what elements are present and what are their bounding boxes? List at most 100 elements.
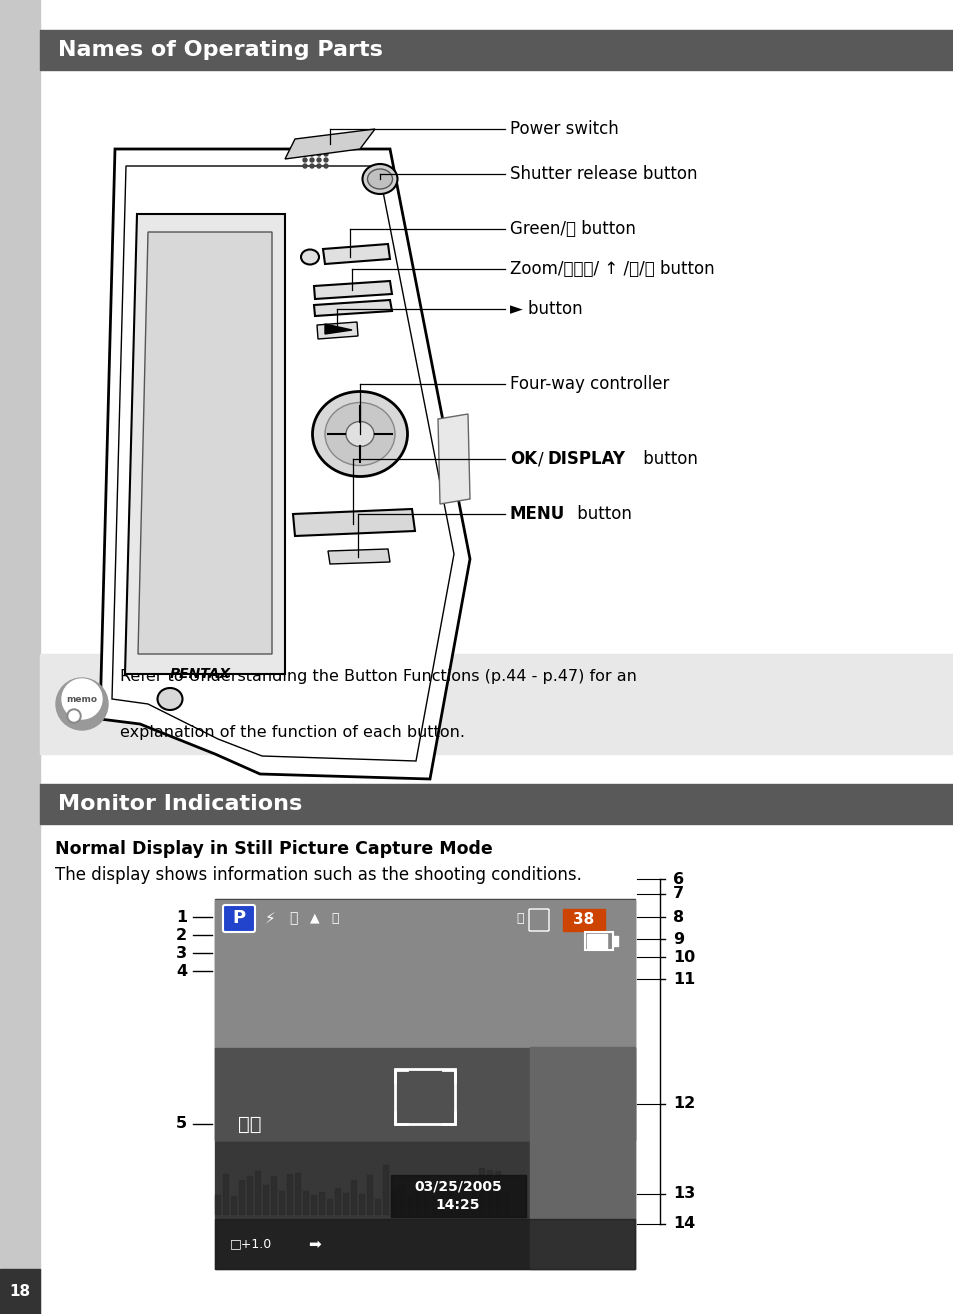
Bar — [530, 1047, 635, 1269]
Text: Monitor Indications: Monitor Indications — [58, 794, 302, 813]
Text: 🔍: 🔍 — [516, 912, 523, 925]
Polygon shape — [314, 281, 392, 300]
Bar — [495, 1171, 499, 1214]
Bar — [40, 784, 953, 824]
Polygon shape — [314, 300, 392, 315]
Bar — [486, 1169, 492, 1214]
Text: OK: OK — [510, 449, 537, 468]
Bar — [358, 1194, 364, 1214]
Text: 5: 5 — [175, 1117, 187, 1131]
Circle shape — [316, 164, 320, 168]
Text: Four-way controller: Four-way controller — [510, 374, 669, 393]
Bar — [271, 1176, 275, 1214]
Ellipse shape — [346, 422, 374, 447]
Bar — [223, 1173, 228, 1214]
Circle shape — [310, 152, 314, 156]
Bar — [214, 1194, 220, 1214]
Bar — [447, 1180, 452, 1214]
Text: MENU: MENU — [510, 505, 565, 523]
Text: 38: 38 — [573, 912, 594, 928]
Text: Green/Ⓐ button: Green/Ⓐ button — [510, 219, 636, 238]
Text: button: button — [638, 449, 698, 468]
Text: explanation of the function of each button.: explanation of the function of each butt… — [120, 724, 464, 740]
Text: Refer to Understanding the Button Functions (p.44 - p.47) for an: Refer to Understanding the Button Functi… — [120, 669, 637, 683]
Bar — [415, 1190, 419, 1214]
Circle shape — [303, 158, 307, 162]
Circle shape — [324, 164, 328, 168]
Text: Normal Display in Still Picture Capture Mode: Normal Display in Still Picture Capture … — [55, 840, 493, 858]
Circle shape — [62, 679, 102, 719]
Bar — [391, 1175, 525, 1217]
Polygon shape — [437, 414, 470, 505]
Bar — [40, 30, 953, 70]
Polygon shape — [125, 214, 285, 674]
Bar — [294, 1173, 299, 1214]
Ellipse shape — [313, 392, 407, 477]
Bar — [303, 1190, 308, 1214]
Text: 6: 6 — [672, 871, 683, 887]
Bar — [0, 1269, 40, 1314]
Text: 11: 11 — [672, 971, 695, 987]
Bar — [367, 1175, 372, 1214]
Text: 1: 1 — [175, 909, 187, 925]
Bar — [0, 0, 40, 1314]
Text: Zoom/ⒶⒶⒶ/ ↑ /Ⓐ/Ⓐ button: Zoom/ⒶⒶⒶ/ ↑ /Ⓐ/Ⓐ button — [510, 260, 714, 279]
Text: 10: 10 — [672, 950, 695, 964]
Ellipse shape — [157, 689, 182, 710]
Polygon shape — [325, 325, 352, 334]
Bar — [398, 1185, 403, 1214]
Text: Power switch: Power switch — [510, 120, 618, 138]
Bar — [422, 1176, 428, 1214]
Text: PENTAX: PENTAX — [170, 668, 231, 681]
Bar — [214, 899, 635, 1269]
Bar — [455, 1198, 459, 1214]
Bar — [254, 1171, 260, 1214]
Text: 8: 8 — [672, 909, 683, 925]
Polygon shape — [316, 322, 357, 339]
Text: ➡: ➡ — [309, 1236, 321, 1251]
Ellipse shape — [362, 164, 397, 194]
Polygon shape — [138, 233, 272, 654]
Text: button: button — [572, 505, 631, 523]
Text: 2: 2 — [175, 928, 187, 942]
Bar — [471, 1183, 476, 1214]
Text: 03/25/2005: 03/25/2005 — [414, 1180, 501, 1194]
Circle shape — [67, 710, 81, 723]
Bar — [343, 1193, 348, 1214]
Bar — [40, 654, 953, 754]
Ellipse shape — [367, 170, 392, 189]
Bar — [335, 1188, 339, 1214]
Circle shape — [56, 678, 108, 731]
Ellipse shape — [325, 402, 395, 465]
Bar — [478, 1168, 483, 1214]
Circle shape — [316, 152, 320, 156]
Text: The display shows information such as the shooting conditions.: The display shows information such as th… — [55, 866, 581, 884]
Bar — [214, 1049, 635, 1141]
Text: 7: 7 — [672, 887, 683, 901]
Bar — [431, 1196, 436, 1214]
Polygon shape — [100, 148, 470, 779]
Bar — [382, 1166, 388, 1214]
Text: Shutter release button: Shutter release button — [510, 166, 697, 183]
Text: ⏱: ⏱ — [289, 911, 297, 925]
Bar — [214, 1219, 635, 1269]
Circle shape — [303, 152, 307, 156]
Text: 12: 12 — [672, 1096, 695, 1112]
Text: /: / — [537, 449, 543, 468]
Bar — [311, 1194, 315, 1214]
Text: DISPLAY: DISPLAY — [547, 449, 625, 468]
Bar — [562, 909, 604, 932]
Circle shape — [324, 158, 328, 162]
Circle shape — [316, 158, 320, 162]
Bar — [395, 1070, 455, 1123]
Bar — [391, 1190, 395, 1214]
Bar — [584, 932, 613, 950]
Text: 3: 3 — [175, 946, 187, 961]
Text: 13: 13 — [672, 1187, 695, 1201]
Bar — [287, 1173, 292, 1214]
Bar — [214, 900, 635, 1141]
Bar — [613, 936, 618, 946]
Bar — [247, 1176, 252, 1214]
Text: ▲: ▲ — [310, 912, 319, 925]
Polygon shape — [285, 129, 375, 159]
